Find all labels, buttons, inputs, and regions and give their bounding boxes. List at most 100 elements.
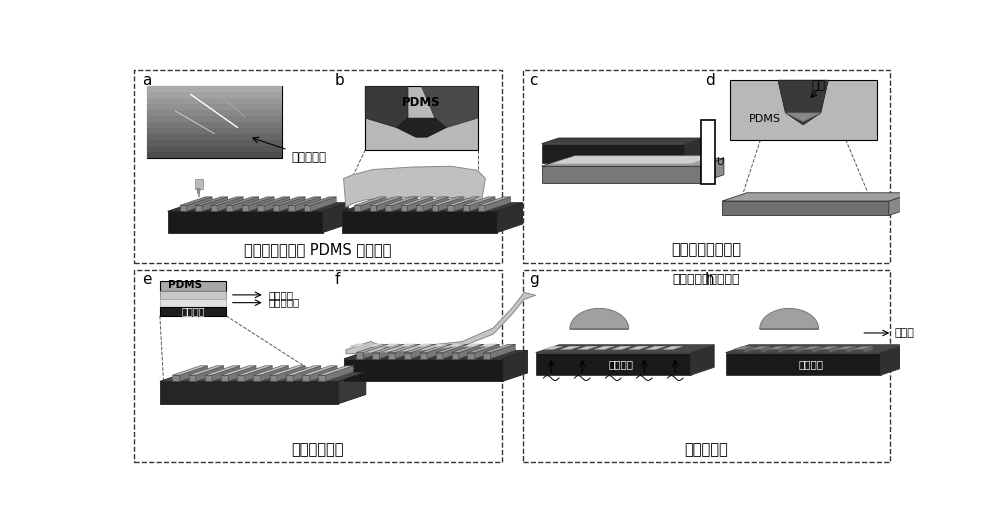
Text: d: d: [705, 73, 714, 88]
Polygon shape: [326, 366, 353, 381]
Polygon shape: [478, 197, 511, 205]
Polygon shape: [388, 353, 395, 359]
Polygon shape: [454, 197, 480, 211]
Text: b: b: [334, 73, 344, 88]
Polygon shape: [629, 346, 648, 350]
Polygon shape: [270, 375, 277, 381]
Polygon shape: [189, 366, 224, 375]
Polygon shape: [195, 179, 202, 189]
Polygon shape: [551, 156, 714, 164]
Polygon shape: [475, 344, 499, 359]
Text: PDMS: PDMS: [168, 280, 202, 290]
Polygon shape: [478, 205, 485, 211]
Polygon shape: [205, 366, 240, 375]
Polygon shape: [228, 366, 256, 381]
Polygon shape: [212, 366, 240, 381]
Polygon shape: [416, 205, 423, 211]
Polygon shape: [785, 113, 821, 122]
Polygon shape: [416, 197, 449, 205]
Polygon shape: [288, 205, 295, 211]
Polygon shape: [397, 118, 446, 137]
Polygon shape: [160, 372, 366, 381]
Polygon shape: [302, 366, 337, 375]
Polygon shape: [447, 197, 480, 205]
Bar: [147, 110, 282, 116]
Text: 银导线: 银导线: [895, 328, 914, 338]
Polygon shape: [323, 203, 348, 232]
Polygon shape: [218, 197, 243, 211]
Polygon shape: [726, 345, 904, 353]
Text: 银浆: 银浆: [812, 79, 826, 93]
Polygon shape: [253, 375, 261, 381]
Text: h: h: [705, 272, 714, 287]
Polygon shape: [469, 197, 495, 211]
Polygon shape: [160, 281, 226, 291]
Polygon shape: [172, 366, 207, 375]
Polygon shape: [354, 205, 361, 211]
Polygon shape: [195, 197, 228, 205]
Bar: [147, 146, 282, 152]
Polygon shape: [544, 346, 563, 350]
Polygon shape: [561, 346, 580, 350]
Bar: [147, 86, 282, 158]
Polygon shape: [421, 86, 478, 128]
Polygon shape: [379, 344, 404, 359]
Text: 加热去除微转印介质: 加热去除微转印介质: [672, 273, 740, 286]
Polygon shape: [490, 344, 515, 359]
Bar: [147, 152, 282, 158]
Polygon shape: [242, 205, 249, 211]
Polygon shape: [237, 375, 245, 381]
Polygon shape: [160, 307, 226, 316]
Polygon shape: [361, 197, 387, 211]
Polygon shape: [467, 344, 499, 353]
Bar: [365, 86, 478, 150]
Polygon shape: [407, 197, 433, 211]
Polygon shape: [744, 346, 754, 353]
Polygon shape: [344, 359, 503, 381]
Bar: [147, 116, 282, 122]
Polygon shape: [459, 344, 483, 359]
Polygon shape: [401, 197, 433, 205]
Polygon shape: [249, 197, 274, 211]
Polygon shape: [395, 344, 420, 359]
Bar: [134, 70, 502, 262]
Polygon shape: [257, 197, 290, 205]
Polygon shape: [382, 344, 399, 346]
Polygon shape: [365, 86, 408, 128]
Polygon shape: [447, 205, 454, 211]
Polygon shape: [536, 345, 714, 353]
Polygon shape: [760, 309, 819, 329]
Polygon shape: [785, 346, 805, 350]
Polygon shape: [385, 205, 392, 211]
Polygon shape: [578, 346, 597, 350]
Polygon shape: [802, 346, 822, 350]
Polygon shape: [180, 205, 187, 211]
Polygon shape: [160, 381, 338, 404]
Polygon shape: [497, 203, 523, 232]
Text: 微转印及脱模: 微转印及脱模: [292, 442, 344, 457]
Polygon shape: [160, 298, 226, 307]
Bar: [134, 270, 502, 462]
Polygon shape: [286, 375, 293, 381]
Polygon shape: [180, 366, 207, 381]
Polygon shape: [160, 291, 226, 298]
Text: 微转印介质: 微转印介质: [269, 298, 300, 307]
Polygon shape: [295, 197, 321, 211]
Polygon shape: [286, 366, 321, 375]
Polygon shape: [836, 346, 856, 350]
Polygon shape: [542, 166, 700, 182]
Polygon shape: [273, 205, 280, 211]
Polygon shape: [436, 344, 468, 353]
Polygon shape: [233, 197, 259, 211]
Polygon shape: [211, 205, 218, 211]
Text: 银浆填充及预固化: 银浆填充及预固化: [671, 243, 741, 257]
Polygon shape: [309, 366, 337, 381]
Polygon shape: [180, 197, 212, 205]
Polygon shape: [318, 375, 326, 381]
Polygon shape: [733, 346, 754, 350]
Polygon shape: [202, 197, 228, 211]
Polygon shape: [363, 344, 388, 359]
Polygon shape: [311, 197, 336, 211]
Text: g: g: [530, 272, 539, 287]
Polygon shape: [304, 205, 311, 211]
